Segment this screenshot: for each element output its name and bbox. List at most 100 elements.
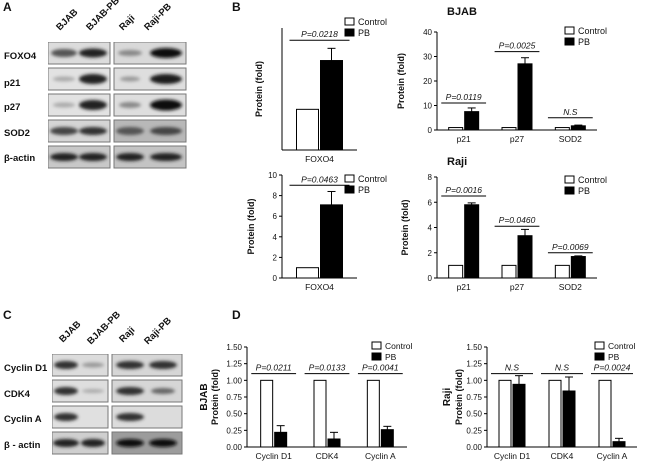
p-value-label: P=0.0133 (309, 363, 346, 373)
cell-title-raji: Raji (447, 156, 468, 168)
y-tick-label: 0.00 (226, 443, 242, 452)
y-tick-label: 0 (428, 126, 433, 135)
panel-label-c: C (3, 308, 12, 322)
x-tick-label: CDK4 (551, 451, 574, 461)
legend-swatch (344, 28, 355, 37)
p-value-label: P=0.0463 (301, 174, 338, 184)
cell-line-side-label: BJAB (199, 383, 210, 410)
y-tick-label: 4 (273, 233, 278, 242)
y-tick-label: 4 (428, 224, 433, 233)
bar-control-sod2 (554, 127, 570, 131)
legend-label: PB (578, 37, 590, 47)
x-tick-label: p27 (510, 134, 524, 144)
legend-label: Control (578, 26, 607, 36)
y-tick-label: 0.50 (226, 410, 242, 419)
p-value-label: P=0.0025 (499, 41, 536, 51)
y-axis-label: Protein (fold) (454, 369, 464, 425)
y-axis-label: Protein (fold) (400, 200, 410, 256)
bar-pb-p27 (517, 235, 533, 279)
p-value-label: P=0.0460 (499, 215, 536, 225)
x-tick-label: SOD2 (559, 134, 582, 144)
y-tick-label: 1.50 (466, 343, 482, 352)
y-tick-label: 20 (423, 77, 432, 86)
x-tick-label: p21 (457, 282, 471, 292)
x-tick-label: CDK4 (316, 451, 339, 461)
x-tick-label: Cyclin A (365, 451, 396, 461)
bar-pb-p27 (517, 63, 533, 131)
y-tick-label: 0.50 (466, 410, 482, 419)
legend-swatch (344, 174, 355, 183)
y-tick-label: 40 (423, 28, 432, 37)
y-tick-label: 0 (428, 274, 433, 283)
bar-control-cyclin-a (598, 379, 612, 448)
y-tick-label: 6 (428, 198, 433, 207)
y-tick-label: 0.75 (466, 393, 482, 402)
p-value-label: N.S (555, 363, 570, 373)
y-tick-label: 10 (423, 102, 432, 111)
bar-pb-cyclin-a (380, 429, 394, 448)
cell-title-bjab: BJAB (447, 6, 477, 18)
legend-label: PB (358, 185, 370, 195)
legend-swatch (564, 175, 575, 184)
panel-label-a: A (3, 0, 12, 14)
y-tick-label: 0 (273, 274, 278, 283)
y-tick-label: 6 (273, 212, 278, 221)
x-tick-label: p21 (457, 134, 471, 144)
chart-d1: 0.00 0.25 0.50 0.75 1.00 1.25 1.50 Protein (fol… (199, 341, 413, 461)
legend-label: Control (608, 341, 636, 351)
blot-a-row-label: SOD2 (4, 128, 30, 139)
y-tick-label: 1.25 (466, 360, 482, 369)
y-tick-label: 1.00 (226, 376, 242, 385)
bar-pb-foxo4 (320, 60, 343, 151)
bar-control-cyclin-d1 (260, 379, 274, 448)
blot-c-row-label: Cyclin A (4, 414, 42, 425)
p-value-label: P=0.0016 (445, 185, 482, 195)
bar-pb-cyclin-d1 (512, 383, 526, 448)
bar-pb-sod2 (570, 256, 586, 279)
y-tick-label: 1.00 (466, 376, 482, 385)
y-tick-label: 2 (273, 253, 278, 262)
bar-pb-cyclin-a (612, 441, 626, 448)
bar-control-p21 (448, 127, 464, 131)
legend-swatch (594, 341, 605, 350)
p-value-label: P=0.0069 (552, 242, 589, 252)
legend-swatch (344, 17, 355, 26)
bar-pb-cyclin-d1 (274, 431, 288, 448)
blot-c-row-label: Cyclin D1 (4, 363, 48, 374)
y-axis-label: Protein (fold) (254, 61, 264, 117)
bar-control-cdk4 (548, 379, 562, 448)
chart-b4: 0 2 4 6 8 Protein (fold) p21 p27 SOD2 P=0.0016 P=0… (400, 173, 607, 292)
y-tick-label: 0.00 (466, 443, 482, 452)
p-value-label: P=0.0211 (256, 363, 292, 373)
x-tick-label: FOXO4 (305, 282, 334, 292)
x-tick-label: SOD2 (559, 282, 582, 292)
bar-pb-cdk4 (562, 390, 576, 448)
x-tick-label: Cyclin D1 (494, 451, 531, 461)
x-tick-label: Cyclin D1 (255, 451, 292, 461)
y-axis-label: Protein (fold) (210, 369, 220, 425)
y-tick-label: 30 (423, 53, 432, 62)
chart-b3: 0 2 4 6 8 10 Protein (fold) FOXO4 P=0.0463 Contro… (246, 171, 387, 292)
legend-label: PB (578, 186, 590, 196)
y-tick-label: 8 (273, 192, 278, 201)
p-value-label: P=0.0041 (362, 363, 399, 373)
legend-swatch (594, 352, 605, 361)
bar-pb-p21 (464, 111, 480, 131)
legend-label: PB (358, 28, 370, 38)
bar-pb-cdk4 (327, 438, 341, 448)
legend-swatch (564, 26, 575, 35)
p-value-label: P=0.0119 (446, 92, 482, 102)
blot-c-row-label: β - actin (4, 440, 41, 451)
bar-control-sod2 (554, 264, 570, 279)
bar-pb-p21 (464, 204, 480, 279)
blot-a-row-label: p21 (4, 78, 21, 89)
legend-label: Control (358, 174, 387, 184)
bar-control-foxo4 (296, 108, 319, 151)
y-tick-label: 0.25 (466, 426, 482, 435)
blot-a-row-label: FOXO4 (4, 51, 37, 62)
legend-swatch (371, 341, 382, 350)
bar-control-cyclin-d1 (498, 379, 512, 448)
legend-swatch (564, 37, 575, 46)
